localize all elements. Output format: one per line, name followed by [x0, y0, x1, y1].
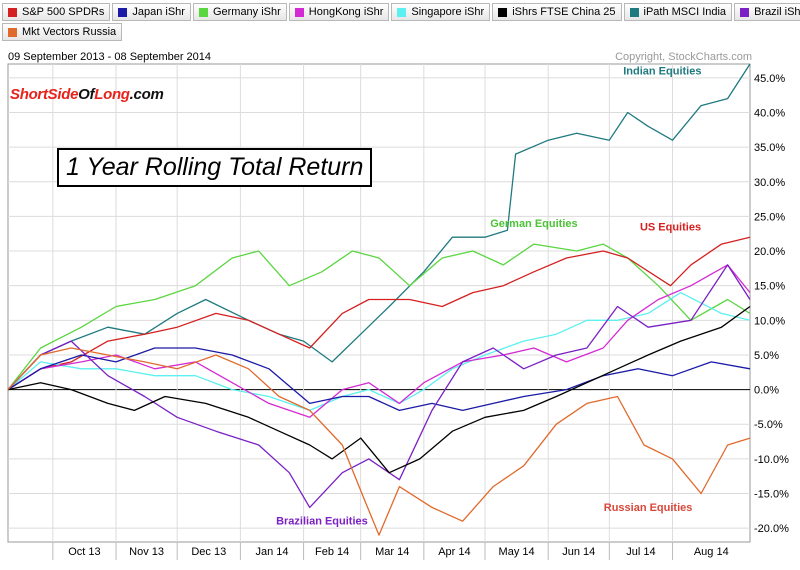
- x-tick-label: May 14: [499, 546, 535, 558]
- brand-part-4: .com: [129, 86, 164, 103]
- y-tick-label: 25.0%: [754, 211, 785, 223]
- legend-swatch: [198, 7, 208, 17]
- legend-swatch: [397, 7, 407, 17]
- legend-label: Brazil iShr: [754, 6, 800, 18]
- brand-part-2: Of: [78, 86, 95, 103]
- legend-row-1: S&P 500 SPDRs Japan iShr Germany iShr HongK…: [2, 3, 800, 21]
- series-line: [7, 264, 751, 509]
- y-tick-label: -20.0%: [754, 523, 789, 535]
- x-tick-label: Apr 14: [438, 546, 470, 558]
- legend-label: iPath MSCI India: [643, 6, 727, 18]
- series-line: [7, 236, 751, 391]
- x-tick-label: Jul 14: [626, 546, 655, 558]
- annotation-label: German Equities: [490, 218, 577, 230]
- chart-title: 1 Year Rolling Total Return: [57, 148, 373, 187]
- y-tick-label: 0.0%: [754, 385, 779, 397]
- y-tick-label: 5.0%: [754, 350, 779, 362]
- series-line: [7, 264, 751, 418]
- x-tick-label: Dec 13: [191, 546, 226, 558]
- legend-label: Singapore iShr: [411, 6, 485, 18]
- y-tick-label: -5.0%: [754, 419, 783, 431]
- y-tick-label: 35.0%: [754, 142, 785, 154]
- x-tick-label: Feb 14: [315, 546, 349, 558]
- legend-swatch: [8, 27, 17, 37]
- legend-item[interactable]: HongKong iShr: [288, 3, 390, 21]
- plot-area: [7, 63, 751, 543]
- y-tick-label: -15.0%: [754, 489, 789, 501]
- y-tick-label: 15.0%: [754, 281, 785, 293]
- legend-label: iShrs FTSE China 25: [512, 6, 616, 18]
- annotation-label: Brazilian Equities: [276, 516, 368, 528]
- legend: S&P 500 SPDRs Japan iShr Germany iShr HongK…: [2, 3, 800, 43]
- legend-row-2: Mkt Vectors Russia: [2, 23, 798, 41]
- y-tick-label: 20.0%: [754, 246, 785, 258]
- date-range: 09 September 2013 - 08 September 2014: [8, 51, 212, 63]
- legend-label: S&P 500 SPDRs: [22, 6, 105, 18]
- y-tick-label: 45.0%: [754, 73, 785, 85]
- legend-item[interactable]: Germany iShr: [192, 3, 287, 21]
- y-tick-label: -10.0%: [754, 454, 789, 466]
- legend-item[interactable]: Singapore iShr: [391, 3, 491, 21]
- y-tick-label: 40.0%: [754, 107, 785, 119]
- x-tick-label: Jan 14: [255, 546, 288, 558]
- annotation-label: US Equities: [640, 221, 701, 233]
- legend-item[interactable]: iShrs FTSE China 25: [492, 3, 622, 21]
- copyright-notice: Copyright, StockCharts.com: [615, 51, 752, 63]
- legend-swatch: [8, 7, 17, 17]
- y-tick-label: 10.0%: [754, 315, 785, 327]
- legend-item[interactable]: Mkt Vectors Russia: [2, 23, 123, 41]
- x-tick-label: Jun 14: [562, 546, 595, 558]
- legend-item[interactable]: S&P 500 SPDRs: [2, 3, 111, 21]
- legend-swatch: [294, 7, 304, 17]
- brand-part-3: Long: [94, 86, 130, 103]
- x-tick-label: Mar 14: [375, 546, 409, 558]
- legend-label: Mkt Vectors Russia: [22, 26, 117, 38]
- series-line: [7, 305, 751, 474]
- x-tick-label: Aug 14: [694, 546, 729, 558]
- x-tick-label: Nov 13: [129, 546, 164, 558]
- legend-swatch: [629, 7, 639, 17]
- legend-swatch: [740, 7, 750, 17]
- annotation-label: Indian Equities: [623, 65, 701, 77]
- legend-label: HongKong iShr: [308, 6, 384, 18]
- y-tick-label: 30.0%: [754, 177, 785, 189]
- legend-label: Japan iShr: [132, 6, 185, 18]
- brand-part-1: ShortSide: [10, 86, 79, 103]
- series-line: [7, 347, 751, 412]
- annotation-label: Russian Equities: [604, 502, 693, 514]
- x-tick-label: Oct 13: [68, 546, 100, 558]
- legend-item[interactable]: Japan iShr: [112, 3, 191, 21]
- brand-logo: ShortSideOfLong.com: [10, 86, 164, 103]
- series-line: [7, 347, 751, 536]
- legend-item[interactable]: Brazil iShr: [734, 3, 800, 21]
- legend-item[interactable]: iPath MSCI India: [623, 3, 733, 21]
- legend-label: Germany iShr: [212, 6, 281, 18]
- legend-swatch: [498, 7, 508, 17]
- legend-swatch: [118, 7, 128, 17]
- series-line: [7, 243, 751, 391]
- series-line: [7, 63, 751, 391]
